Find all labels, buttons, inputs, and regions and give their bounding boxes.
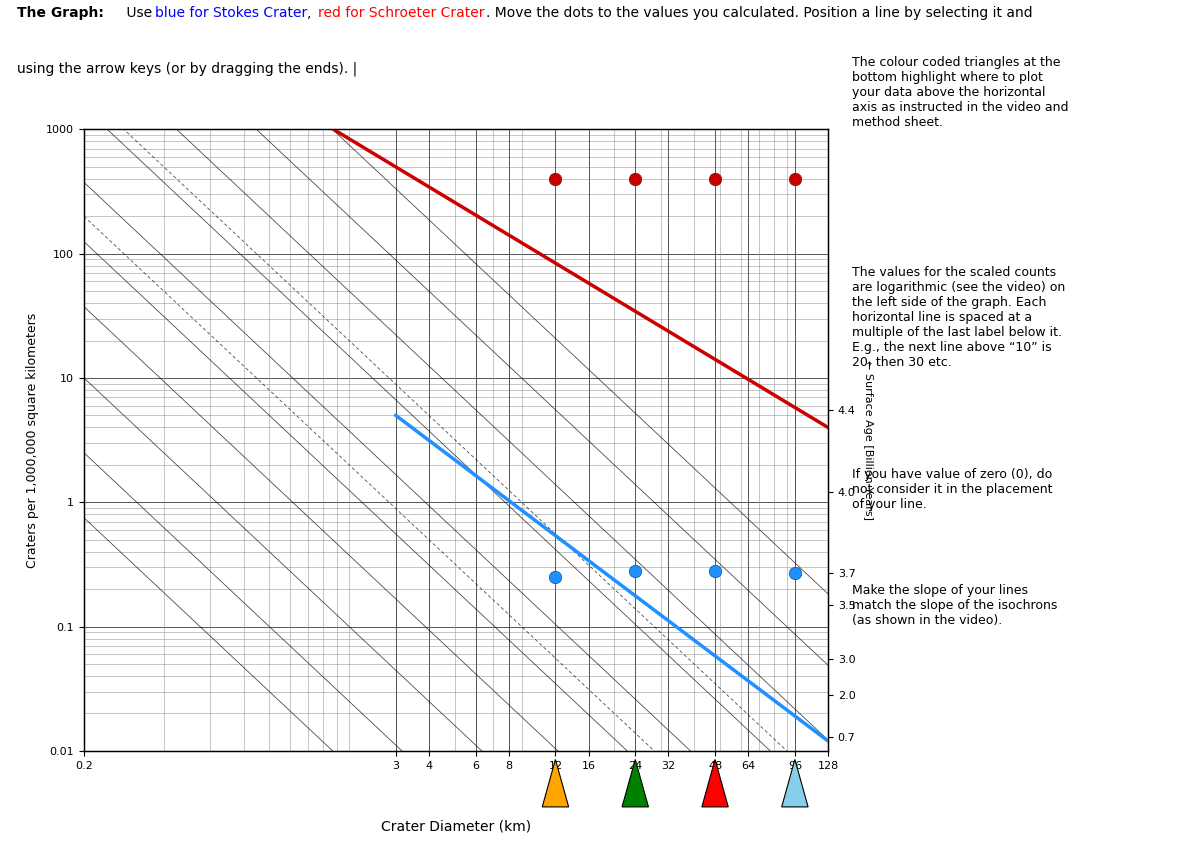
Text: The Graph:: The Graph: [17, 6, 103, 20]
Text: ,: , [307, 6, 316, 20]
Text: blue for Stokes Crater: blue for Stokes Crater [156, 6, 307, 20]
Point [785, 566, 804, 580]
Text: If you have value of zero (0), do
not consider it in the placement
of your line.: If you have value of zero (0), do not co… [852, 468, 1052, 511]
Text: The colour coded triangles at the
bottom highlight where to plot
your data above: The colour coded triangles at the bottom… [852, 56, 1068, 129]
Text: . Move the dots to the values you calculated. Position a line by selecting it an: . Move the dots to the values you calcul… [486, 6, 1032, 20]
X-axis label: Crater Diameter (km): Crater Diameter (km) [380, 819, 532, 833]
Text: Make the slope of your lines
match the slope of the isochrons
(as shown in the v: Make the slope of your lines match the s… [852, 584, 1057, 627]
Point [625, 564, 644, 578]
Point [546, 172, 565, 186]
Point [785, 172, 804, 186]
Text: red for Schroeter Crater: red for Schroeter Crater [318, 6, 484, 20]
Point [546, 570, 565, 584]
Text: The values for the scaled counts
are logarithmic (see the video) on
the left sid: The values for the scaled counts are log… [852, 266, 1066, 369]
Point [706, 564, 725, 578]
Text: Use: Use [122, 6, 156, 20]
Text: using the arrow keys (or by dragging the ends). |: using the arrow keys (or by dragging the… [17, 62, 358, 76]
Point [625, 172, 644, 186]
Y-axis label: ← Surface Age [Billion Years]: ← Surface Age [Billion Years] [863, 360, 872, 520]
Y-axis label: Craters per 1,000,000 square kilometers: Craters per 1,000,000 square kilometers [26, 312, 40, 568]
Point [706, 172, 725, 186]
